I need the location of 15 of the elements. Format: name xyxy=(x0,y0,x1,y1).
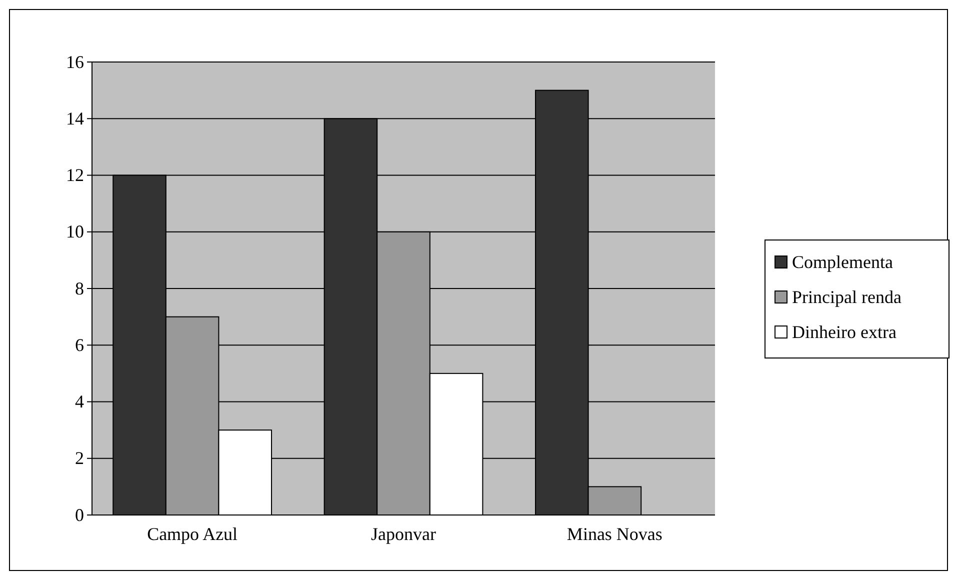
y-tick-label: 4 xyxy=(75,392,84,412)
x-tick-label: Campo Azul xyxy=(147,524,238,544)
y-tick-label: 16 xyxy=(66,52,84,72)
legend-label: Dinheiro extra xyxy=(792,322,896,342)
y-tick-label: 6 xyxy=(75,334,84,355)
y-tick-label: 8 xyxy=(75,278,84,298)
y-tick-label: 2 xyxy=(75,448,84,468)
y-tick-label: 0 xyxy=(75,504,84,525)
y-tick-label: 10 xyxy=(66,222,84,242)
x-tick-label: Japonvar xyxy=(371,524,436,544)
y-tick-label: 14 xyxy=(66,108,84,128)
legend-label: Principal renda xyxy=(792,287,902,307)
y-tick-label: 12 xyxy=(66,165,84,186)
x-tick-label: Minas Novas xyxy=(566,524,662,544)
legend-label: Complementa xyxy=(792,252,893,272)
